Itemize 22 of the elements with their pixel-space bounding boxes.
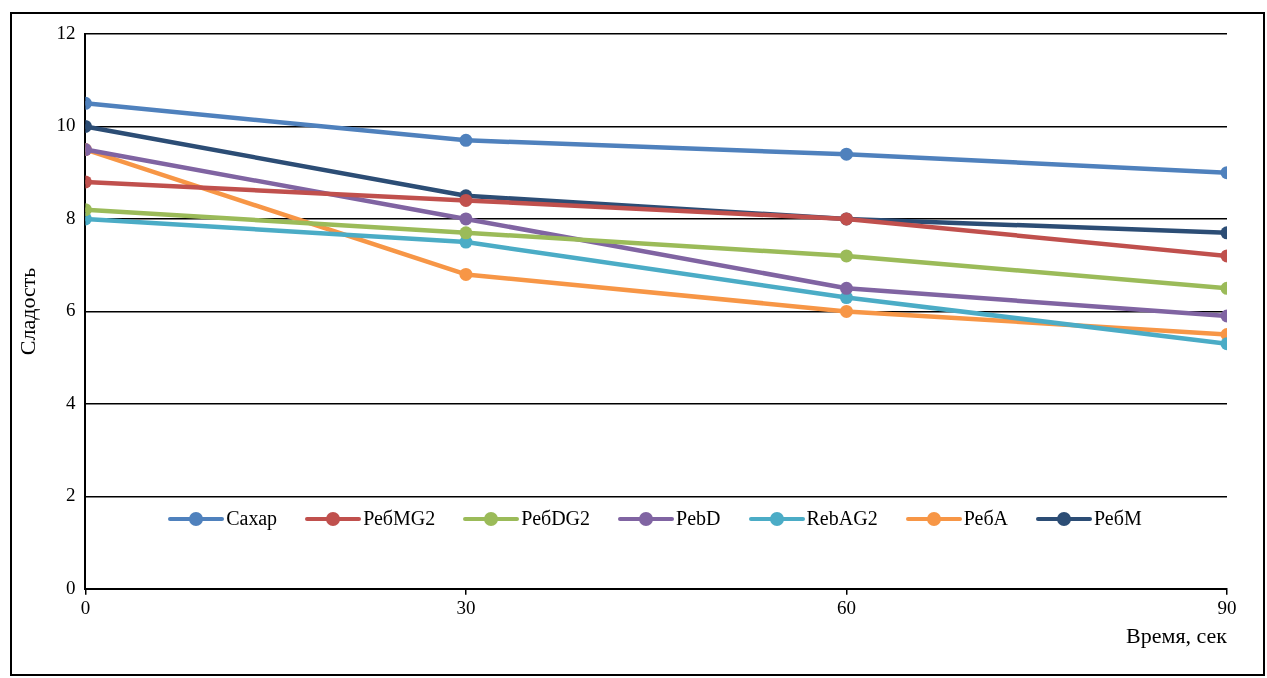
y-axis-title: Сладость — [14, 267, 40, 356]
legend-label: РебDG2 — [521, 507, 591, 530]
legend-label: РебMG2 — [363, 507, 436, 530]
point — [839, 304, 853, 318]
legend-label: РебA — [963, 507, 1008, 530]
legend-label: РебM — [1094, 507, 1142, 530]
point — [459, 267, 473, 281]
x-tick-label: 60 — [836, 597, 856, 619]
legend-label: PebD — [676, 507, 721, 530]
y-tick-label: 6 — [65, 299, 76, 321]
y-tick-label: 2 — [65, 484, 76, 506]
x-tick-label: 90 — [1217, 597, 1237, 619]
y-tick-label: 12 — [56, 21, 76, 43]
y-tick-label: 4 — [65, 391, 76, 413]
y-tick-label: 8 — [65, 206, 76, 228]
x-tick-label: 30 — [456, 597, 476, 619]
legend-label: Сахар — [226, 507, 278, 530]
x-axis-title: Время, сек — [1126, 622, 1228, 648]
y-tick-label: 0 — [65, 576, 76, 598]
legend-label: RebAG2 — [806, 507, 878, 530]
x-tick-label: 0 — [80, 597, 91, 619]
y-tick-label: 10 — [56, 114, 76, 136]
